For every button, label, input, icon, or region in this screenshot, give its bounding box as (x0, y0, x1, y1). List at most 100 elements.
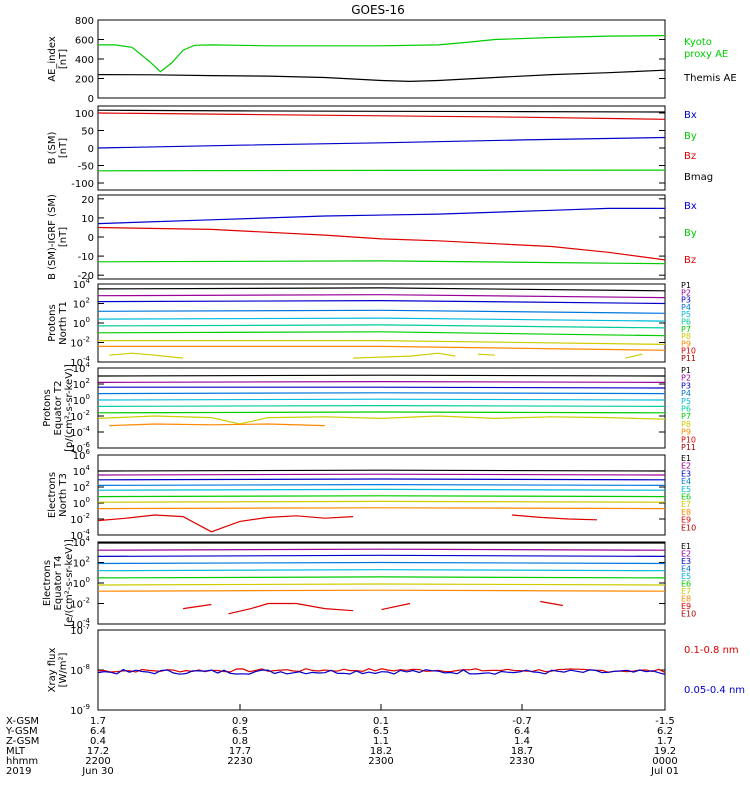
legend-label: E4 (681, 477, 691, 486)
series-line (98, 317, 665, 322)
panel-bigrf: -20 -10 0 10 20 B (SM)-IGRF (SM) [nT] Bx By Bz (47, 194, 697, 282)
series-line (98, 561, 665, 565)
orbit-row-value: 19.2 (654, 746, 676, 757)
legend-label: Bmag (684, 172, 713, 183)
y-tick-label: 102 (73, 377, 90, 391)
series-line (98, 576, 665, 579)
y-tick-label: 10-4 (70, 617, 90, 631)
legend-label: E10 (681, 523, 696, 532)
y-tick-label: 0 (88, 94, 94, 105)
y-tick-label: 400 (75, 55, 94, 66)
orbit-row-value: 0.9 (232, 716, 248, 727)
y-tick-label: 100 (73, 496, 90, 510)
series-line (98, 483, 665, 486)
series-line (98, 69, 665, 83)
legend-label: E10 (681, 610, 696, 619)
legend-label: E5 (681, 572, 691, 581)
legend-label: Bx (684, 110, 697, 121)
series-group (98, 374, 665, 427)
y-tick-label: 102 (73, 480, 90, 494)
y-axis-label: AE_index (47, 36, 58, 82)
orbit-row-value: 1.7 (657, 736, 673, 747)
legend-label: 0.1-0.8 nm (684, 645, 739, 656)
y-tick-label: 104 (73, 535, 91, 549)
panel-xray: 10-9 10-8 10-7 Xray flux [W/m²] 0.1-0.8 nm 0.0… (47, 623, 745, 717)
legend-label: E2 (681, 550, 691, 559)
series-line (98, 294, 665, 299)
series-line (98, 500, 665, 503)
legend-label: P2 (681, 374, 691, 383)
orbit-row-value: 6.5 (373, 726, 389, 737)
panel-electrons_equator: 10-4 10-2 100 102 104 Electrons Equator T4 [e/(… (42, 535, 696, 631)
series-group (98, 542, 665, 615)
legend-label: P4 (681, 303, 691, 312)
y-axis-label: [nT] (58, 49, 69, 69)
orbit-row-value: 6.2 (657, 726, 673, 737)
y-tick-label: -20 (78, 271, 94, 282)
panel-protons_north: 10-4 10-2 100 102 104 Protons North T1 P1P2P3P4… (47, 277, 696, 369)
y-axis-label: B (SM) (47, 131, 58, 164)
series-line (98, 345, 665, 351)
y-axis-label: [nT] (58, 227, 69, 247)
series-line (98, 473, 665, 476)
orbit-row-value: 6.4 (514, 726, 530, 737)
series-line (98, 569, 665, 572)
series-line (98, 583, 665, 586)
y-tick-label: 50 (81, 127, 94, 138)
legend-label: P3 (681, 296, 691, 305)
series-line (98, 386, 665, 389)
orbit-row-value: 0.4 (90, 736, 106, 747)
y-tick-label: -10 (78, 252, 94, 263)
orbit-row-value: -1.5 (655, 716, 675, 727)
orbit-row-value: 1.1 (373, 736, 389, 747)
legend-label: P11 (681, 443, 696, 452)
y-tick-label: -100 (71, 179, 94, 190)
series-group (98, 287, 665, 359)
orbit-row-value: 1.7 (90, 716, 106, 727)
series-line (98, 169, 665, 172)
orbit-row-label: X-GSM (6, 716, 39, 727)
y-axis-label: B (SM)-IGRF (SM) (47, 194, 58, 280)
y-tick-label: 10-4 (70, 425, 90, 439)
series-line (98, 495, 665, 498)
legend-label: P5 (681, 397, 691, 406)
series-line (98, 287, 665, 292)
series-line (98, 415, 665, 425)
y-tick-label: 10 (81, 214, 94, 225)
legend-label: E1 (681, 454, 691, 463)
series-line (98, 507, 665, 510)
y-tick-label: -50 (78, 162, 94, 173)
y-tick-label: 10-7 (70, 623, 90, 637)
series-line (98, 136, 665, 149)
legend-label: P11 (681, 354, 696, 363)
y-tick-label: 10-4 (70, 355, 90, 369)
series-line (98, 340, 665, 345)
legend-label: P6 (681, 405, 691, 414)
orbit-row-value: 18.7 (511, 746, 533, 757)
y-tick-label: 10-2 (70, 512, 90, 526)
y-tick-label: 104 (73, 464, 91, 478)
y-tick-label: 20 (81, 195, 94, 206)
series-line (98, 488, 665, 491)
y-axis-label: [p/(cm²-s-sr-keV)] (64, 364, 75, 452)
series-line (98, 299, 665, 305)
series-group (98, 469, 665, 533)
legend-label: P5 (681, 310, 691, 319)
legend-label: E6 (681, 493, 691, 502)
orbit-row-value: 1.4 (514, 736, 530, 747)
legend-label: P10 (681, 435, 696, 444)
y-tick-label: 10-2 (70, 336, 90, 350)
series-line (98, 411, 665, 414)
y-axis-label: Electrons (47, 472, 58, 518)
panel-frame (97, 367, 666, 449)
y-tick-label: 106 (73, 448, 91, 462)
series-line (183, 600, 564, 615)
series-line (109, 423, 325, 427)
y-tick-label: 10-2 (70, 409, 90, 423)
series-line (98, 392, 665, 395)
legend-label: E4 (681, 565, 691, 574)
